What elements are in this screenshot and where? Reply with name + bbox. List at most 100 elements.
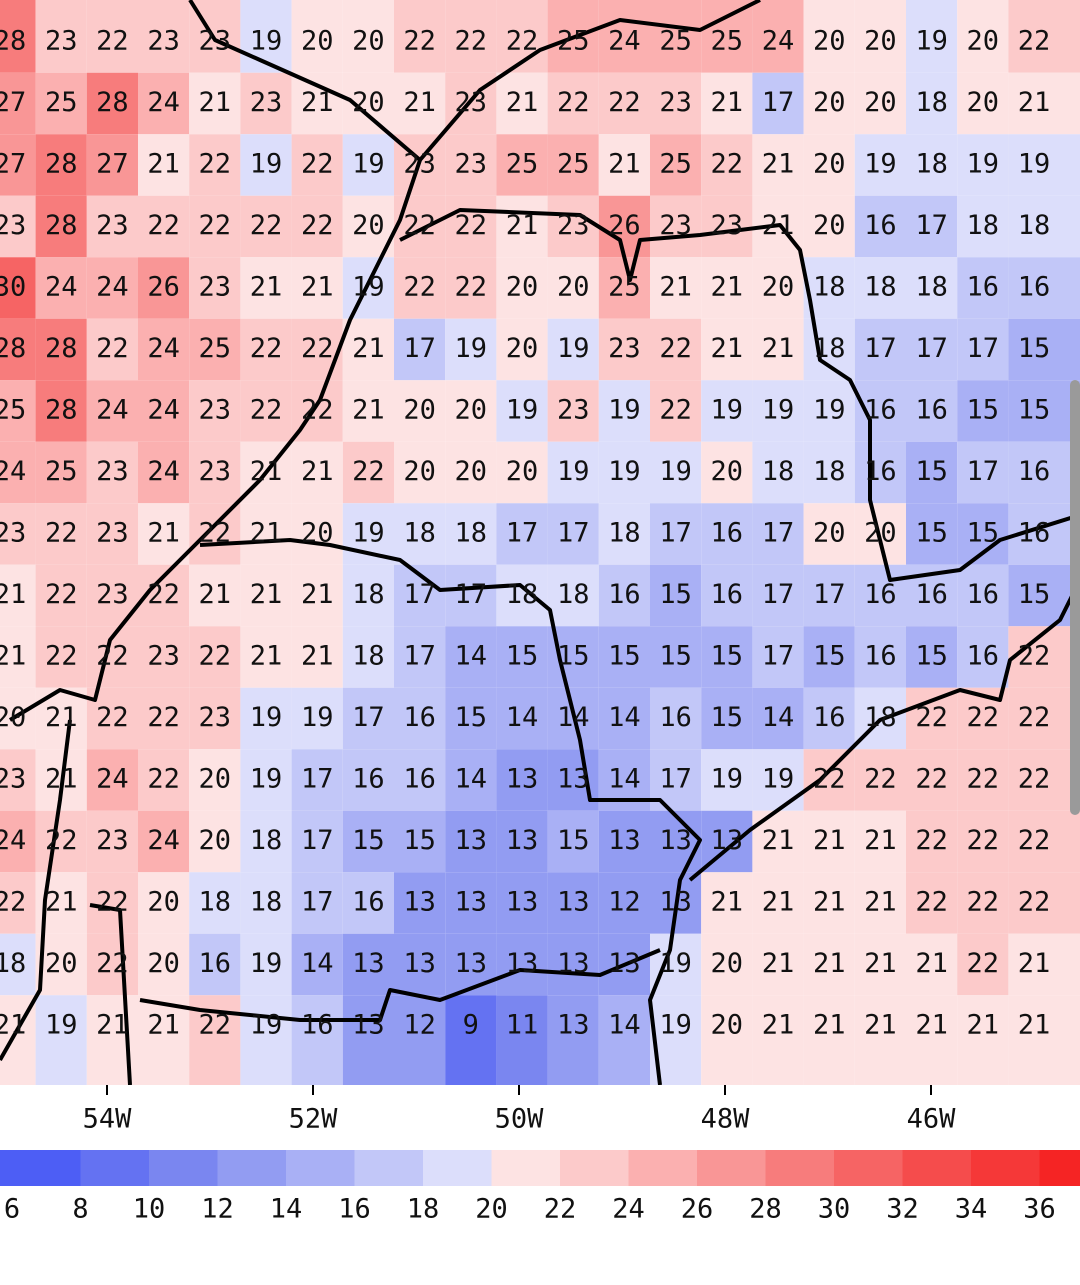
cell: [906, 441, 958, 504]
cell-value: 15: [915, 518, 948, 549]
cell-value: 13: [403, 887, 436, 918]
colorbar-box: [765, 1150, 834, 1186]
cell-value: 22: [96, 641, 129, 672]
cell-value: 22: [967, 887, 1000, 918]
cell: [291, 995, 343, 1085]
cell-value: 20: [147, 948, 180, 979]
cell: [394, 933, 446, 996]
cell: [138, 749, 190, 811]
cell-value: 20: [711, 948, 744, 979]
cell: [189, 564, 241, 627]
cell: [906, 933, 958, 996]
cell: [854, 810, 906, 873]
cell: [496, 257, 548, 319]
cell: [906, 503, 958, 565]
cell: [394, 72, 446, 135]
cell-value: 14: [455, 641, 488, 672]
cell-value: 16: [864, 641, 897, 672]
cell-value: 22: [1018, 702, 1051, 733]
cell: [957, 933, 1009, 996]
cell: [1008, 687, 1080, 750]
cell: [0, 810, 36, 873]
cell-value: 22: [147, 764, 180, 795]
cell-value: 18: [915, 149, 948, 180]
cell-value: 25: [0, 395, 26, 426]
cell-value: 17: [659, 764, 692, 795]
cell: [906, 134, 958, 196]
colorbar-label: 22: [544, 1194, 577, 1225]
cell-value: 22: [250, 210, 283, 241]
cell: [35, 380, 87, 442]
cell: [803, 995, 855, 1085]
cell: [496, 195, 548, 258]
cell: [342, 933, 394, 996]
cell: [138, 810, 190, 873]
cell-value: 23: [455, 149, 488, 180]
cell-value: 15: [711, 641, 744, 672]
colorbar-label: 32: [886, 1194, 919, 1225]
cell: [650, 0, 702, 73]
cell-value: 20: [864, 87, 897, 118]
cell-value: 16: [352, 764, 385, 795]
cell: [1008, 195, 1080, 258]
scrollbar[interactable]: [1070, 380, 1080, 815]
cell-value: 16: [1018, 518, 1051, 549]
cell-value: 13: [659, 825, 692, 856]
cell: [752, 380, 804, 442]
cell-value: 22: [301, 210, 334, 241]
cell-value: 13: [455, 948, 488, 979]
coastline: [688, 579, 1080, 882]
cell-value: 17: [506, 518, 539, 549]
cell: [342, 441, 394, 504]
cell: [138, 441, 190, 504]
cell: [650, 195, 702, 258]
cell: [957, 995, 1009, 1085]
longitude-label: 50W: [495, 1104, 545, 1135]
cell-value: 22: [0, 887, 26, 918]
cell: [189, 72, 241, 135]
cell: [291, 933, 343, 996]
cell: [803, 687, 855, 750]
cell-value: 24: [96, 272, 129, 303]
cell-value: 17: [864, 333, 897, 364]
cell-value: 17: [659, 518, 692, 549]
cell-value: 21: [250, 456, 283, 487]
cell: [906, 749, 958, 811]
cell: [650, 564, 702, 627]
cell-value: 21: [147, 149, 180, 180]
cell: [342, 257, 394, 319]
cell-value: 22: [250, 333, 283, 364]
cell: [189, 195, 241, 258]
cell: [445, 995, 497, 1085]
cell-value: 22: [403, 272, 436, 303]
cell-value: 25: [659, 149, 692, 180]
cell: [86, 380, 138, 442]
cell-value: 15: [403, 825, 436, 856]
cell-value: 19: [352, 518, 385, 549]
cell: [854, 318, 906, 381]
colorbar-box: [217, 1150, 286, 1186]
cell-value: 23: [455, 87, 488, 118]
cell-value: 24: [147, 395, 180, 426]
cell: [445, 503, 497, 565]
cell: [854, 0, 906, 73]
cell-value: 14: [762, 702, 795, 733]
cell: [240, 564, 292, 627]
cell: [1008, 933, 1080, 996]
cell: [752, 933, 804, 996]
cell: [701, 933, 753, 996]
cell: [445, 872, 497, 934]
border: [0, 719, 72, 1061]
cell: [35, 195, 87, 258]
longitude-label: 52W: [289, 1104, 339, 1135]
colorbar-box: [491, 1150, 560, 1186]
cell-value: 21: [301, 579, 334, 610]
cell-value: 23: [0, 210, 26, 241]
cell-value: 22: [967, 825, 1000, 856]
cell-value: 20: [455, 456, 488, 487]
cell-value: 21: [711, 87, 744, 118]
cell-value: 15: [1018, 333, 1051, 364]
cell: [86, 257, 138, 319]
cell: [598, 503, 650, 565]
